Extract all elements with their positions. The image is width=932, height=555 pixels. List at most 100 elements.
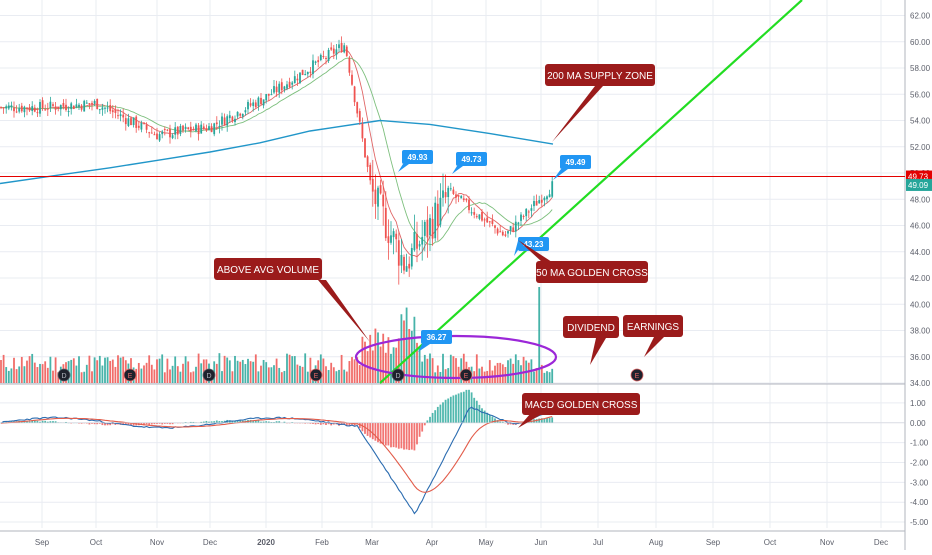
macd-histogram-bar [5,421,8,423]
macd-y-tick-label: -5.00 [910,518,929,527]
macd-histogram-bar [384,422,387,446]
candle-body [135,116,138,128]
volume-bar [166,358,169,383]
candle-body [98,109,101,111]
event-marker [123,368,137,382]
candle-body [46,108,49,110]
callout-text: MACD GOLDEN CROSS [525,400,638,411]
volume-bar [182,363,184,383]
candle-body [187,127,190,130]
price-label-text: 49.49 [565,158,586,167]
candle-body [93,100,96,104]
macd-histogram-bar [148,422,151,426]
macd-histogram-bar [400,422,403,449]
volume-bar [538,287,541,383]
macd-histogram-bar [543,418,546,423]
candle-body [465,198,468,201]
volume-bar [200,363,203,383]
macd-histogram-bar [491,416,494,423]
candle-body [15,111,18,113]
volume-bar [171,365,174,383]
candle-body [122,114,125,118]
macd-histogram-bar [429,416,431,423]
candle-body [468,199,470,211]
candle-body [226,116,229,126]
candle-body [377,187,379,207]
candle-body [117,115,119,117]
candle-body [286,84,288,89]
macd-histogram-bar [327,422,330,425]
volume-bar [296,364,299,383]
candle-body [499,231,502,233]
candle-body [234,118,236,123]
macd-histogram-bar [475,400,478,423]
y-tick-label: 60.00 [910,38,931,47]
candle-body [327,49,330,61]
macd-y-tick-label: -1.00 [910,439,929,448]
candle-body [288,81,291,88]
volume-bar [249,361,252,383]
macd-histogram-bar [507,422,509,425]
volume-bar [236,360,239,383]
candle-body [413,231,416,251]
macd-histogram-bar [210,421,213,423]
volume-bar [462,353,465,383]
volume-bar [5,367,8,383]
candle-body [301,69,304,75]
candle-body [18,108,21,112]
macd-histogram-bar [447,398,450,423]
macd-histogram-bar [161,422,164,425]
candle-body [431,218,434,239]
y-tick-label: 52.00 [910,143,931,152]
macd-histogram-bar [460,392,463,423]
candle-body [366,156,369,167]
ma-medium-line [0,57,553,245]
candle-body [309,71,312,73]
volume-bar [247,358,249,383]
macd-histogram-bar [330,422,333,426]
macd-histogram-bar [267,421,270,423]
macd-histogram-bar [192,421,195,423]
volume-bar [239,361,242,383]
candle-body [205,128,208,131]
candle-body [371,178,374,192]
volume-bar [426,358,429,383]
candle-body [278,83,281,93]
candle-body [533,201,535,207]
macd-histogram-bar [382,422,385,445]
volume-bar [499,362,502,383]
candle-body [447,187,450,198]
macd-histogram-bar [418,422,421,437]
candle-body [20,105,23,112]
candle-body [332,48,335,54]
candle-body [44,109,47,111]
candle-body [317,60,320,63]
candle-body [397,240,400,266]
candle-body [23,106,26,113]
volume-bar [148,355,151,383]
macd-histogram-bar [397,422,400,449]
volume-bar [80,372,83,383]
candle-body [488,221,491,223]
macd-histogram-bar [85,422,88,424]
candle-body [436,203,439,226]
event-marker-letter: E [128,373,133,380]
volume-bar [104,357,106,383]
macd-histogram-bar [208,421,210,423]
candle-body [260,97,262,105]
candle-body [85,102,88,104]
volume-bar [0,360,2,383]
candle-body [361,123,364,139]
macd-histogram-bar [189,421,192,423]
event-marker [309,368,323,382]
candle-body [104,107,106,109]
candle-body [312,60,314,74]
macd-histogram-bar [109,422,112,426]
volume-bar [221,371,223,383]
volume-bar [533,371,535,383]
candle-body [299,72,301,83]
volume-bar [85,364,88,383]
volume-bar [429,353,431,383]
macd-histogram-bar [257,420,260,423]
